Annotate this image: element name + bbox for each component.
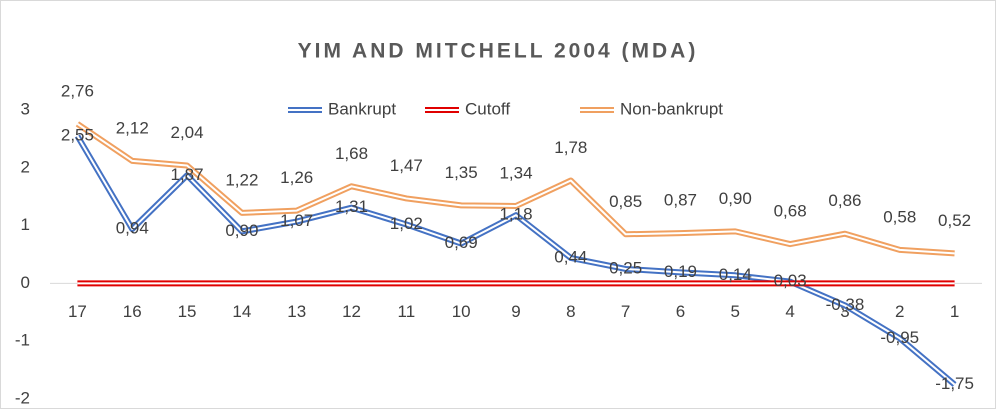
data-label: 1,18: [499, 205, 532, 224]
data-label: 0,90: [719, 189, 752, 208]
x-tick-label: 16: [123, 302, 142, 321]
x-tick-label: 15: [178, 302, 197, 321]
x-tick-label: 1: [950, 302, 959, 321]
data-label: 0,87: [664, 191, 697, 210]
data-label: 0,52: [938, 211, 971, 230]
data-label: 1,02: [390, 214, 423, 233]
data-label: 0,90: [225, 221, 258, 240]
data-label: 0,69: [445, 233, 478, 252]
y-tick-label: 0: [21, 273, 30, 292]
y-tick-label: 2: [21, 157, 30, 176]
data-label: 2,55: [61, 125, 94, 144]
x-tick-label: 4: [785, 302, 794, 321]
x-tick-label: 13: [287, 302, 306, 321]
data-label: 0,58: [883, 207, 916, 226]
x-tick-label: 7: [621, 302, 630, 321]
series-line-inner: [76, 135, 956, 386]
data-label: 0,25: [609, 258, 642, 277]
legend-label: Bankrupt: [328, 99, 396, 118]
legend-label: Cutoff: [465, 99, 510, 118]
data-label: 1,35: [445, 163, 478, 182]
data-label: 1,47: [390, 156, 423, 175]
x-tick-label: 9: [511, 302, 520, 321]
data-label: 1,78: [554, 138, 587, 157]
x-tick-label: 6: [676, 302, 685, 321]
x-tick-label: 2: [895, 302, 904, 321]
chart-title: YIM AND MITCHELL 2004 (MDA): [298, 40, 699, 63]
data-label: 1,87: [171, 165, 204, 184]
y-tick-label: -1: [15, 331, 30, 350]
data-label: 0,44: [554, 247, 587, 266]
data-label: 0,03: [774, 271, 807, 290]
y-tick-label: 1: [21, 215, 30, 234]
y-tick-label: -2: [15, 388, 30, 407]
data-label: 2,76: [61, 81, 94, 100]
x-tick-label: 10: [452, 302, 471, 321]
data-label: 2,12: [116, 118, 149, 137]
data-label: 1,31: [335, 197, 368, 216]
data-label: 0,85: [609, 192, 642, 211]
data-label: 1,26: [280, 168, 313, 187]
x-tick-label: 17: [68, 302, 87, 321]
x-tick-label: 12: [342, 302, 361, 321]
data-label: 1,34: [499, 163, 532, 182]
data-label: 1,68: [335, 144, 368, 163]
x-tick-label: 8: [566, 302, 575, 321]
data-label: -1,75: [935, 374, 974, 393]
data-label: 0,68: [774, 202, 807, 221]
data-label: -0,95: [880, 328, 919, 347]
data-label: 1,07: [280, 211, 313, 230]
data-label: 0,19: [664, 262, 697, 281]
x-tick-label: 11: [398, 302, 416, 321]
data-label: 0,86: [828, 191, 861, 210]
legend-label: Non-bankrupt: [620, 99, 723, 118]
series-line-inner: [76, 123, 955, 255]
data-label: 0,94: [116, 219, 149, 238]
y-tick-label: 3: [21, 99, 30, 118]
x-tick-label: 14: [232, 302, 251, 321]
data-label: 2,04: [171, 123, 204, 142]
x-tick-label: 3: [840, 302, 849, 321]
data-label: 1,22: [225, 170, 258, 189]
data-label: -0,38: [826, 295, 865, 314]
data-label: 0,14: [719, 265, 752, 284]
x-tick-label: 5: [731, 302, 740, 321]
